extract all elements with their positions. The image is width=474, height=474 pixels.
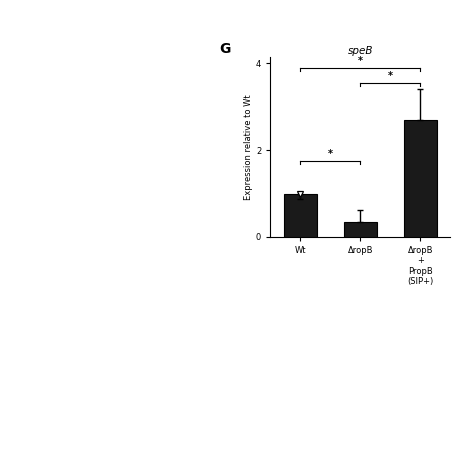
Title: speB: speB bbox=[347, 46, 373, 56]
Bar bbox=[283, 193, 317, 237]
Text: *: * bbox=[388, 71, 393, 81]
Text: *: * bbox=[358, 56, 363, 66]
Bar bbox=[344, 222, 377, 237]
Text: *: * bbox=[328, 149, 333, 159]
Y-axis label: Expression relative to Wt: Expression relative to Wt bbox=[244, 94, 253, 200]
Text: G: G bbox=[220, 43, 231, 56]
Bar bbox=[404, 120, 437, 237]
